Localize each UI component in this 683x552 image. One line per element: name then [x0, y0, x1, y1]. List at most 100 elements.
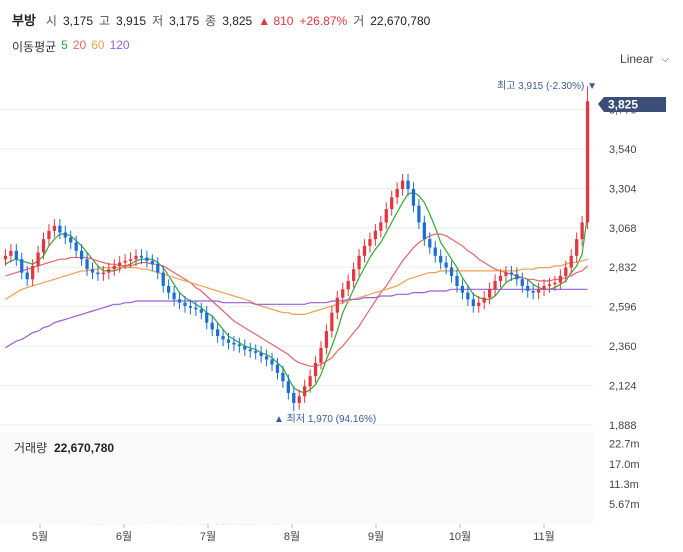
volume-bar	[264, 523, 269, 525]
candle-body	[123, 260, 127, 263]
ma-legend-label: 이동평균	[12, 40, 57, 54]
volume-bars	[3, 443, 590, 525]
volume-panel-value: 22,670,780	[54, 441, 114, 455]
volume-bar	[341, 521, 345, 524]
volume-bar	[390, 512, 394, 524]
candle-body	[297, 396, 301, 403]
volume-bar	[406, 522, 410, 524]
volume-bar	[270, 523, 274, 525]
volume-bar	[275, 523, 280, 525]
candle-body	[254, 351, 258, 353]
candle-body	[69, 237, 73, 243]
candle-body	[199, 309, 203, 313]
candle-body	[400, 180, 405, 189]
volume-bar	[379, 513, 383, 524]
open-value: 3,175	[62, 14, 93, 28]
close-value: 3,825	[222, 14, 253, 28]
volume-bar	[172, 523, 176, 525]
volume-bar	[248, 523, 252, 525]
volume-bar	[215, 523, 220, 525]
candle-body	[210, 322, 214, 330]
last-price-tag: 3,825	[598, 97, 666, 112]
candle-body	[41, 239, 46, 253]
volume-panel-bg	[0, 432, 593, 524]
volume-bar	[123, 523, 127, 525]
volume-bar	[52, 523, 57, 524]
candle-body	[520, 279, 524, 286]
candle-body	[346, 280, 350, 290]
volume-bar	[3, 518, 8, 524]
stock-name: 부방	[12, 13, 36, 28]
volume-bar	[107, 523, 111, 525]
volume-bar	[74, 523, 78, 524]
volume-bar	[400, 521, 405, 524]
volume-bar	[308, 521, 312, 524]
volume-bar	[199, 523, 203, 525]
high-label: 고	[99, 14, 111, 28]
volume-bar	[455, 522, 459, 524]
candle-body	[96, 272, 100, 275]
scale-dropdown[interactable]: Linear ⌵	[620, 52, 669, 66]
candle-body	[270, 359, 274, 365]
candle-body	[428, 239, 432, 248]
volume-bar	[330, 518, 334, 524]
y-tick-label: 3,068	[609, 223, 637, 235]
volume-bar	[134, 523, 138, 525]
y-tick-label: 2,124	[609, 381, 637, 393]
volume-bar	[580, 522, 584, 524]
candle-body	[449, 267, 454, 276]
x-tick-label: 8월	[284, 530, 300, 543]
volume-bar	[422, 518, 426, 524]
volume-bar	[85, 523, 89, 525]
candle-body	[542, 285, 546, 290]
volume-grid: 22.7m 17.0m 11.3m 5.67m	[0, 439, 640, 511]
candle-body	[558, 275, 562, 283]
candle-body	[112, 265, 116, 270]
volume-bar	[585, 443, 590, 524]
moving-average-lines	[5, 191, 589, 394]
y-tick-label: 2,596	[609, 302, 637, 314]
volume-bar	[428, 521, 432, 524]
candle-body	[384, 209, 388, 223]
volume-bar	[205, 523, 209, 525]
volume-bar	[112, 523, 116, 524]
volume-bar	[145, 523, 149, 525]
volume-bar	[482, 523, 486, 524]
candle-body	[379, 222, 383, 231]
candle-body	[324, 331, 329, 348]
candle-body	[145, 257, 149, 261]
volume-bar	[351, 516, 356, 524]
volume-bar	[449, 522, 454, 524]
volume-bar	[569, 523, 573, 524]
candle-body	[58, 225, 62, 233]
volume-bar	[14, 522, 18, 524]
volume-bar	[471, 522, 475, 524]
candle-body	[221, 336, 225, 340]
candle-body	[422, 222, 426, 240]
candle-body	[580, 222, 584, 240]
volume-bar	[20, 523, 24, 524]
volume-bar	[411, 522, 416, 524]
candle-body	[417, 205, 421, 223]
volume-bar	[232, 523, 236, 525]
volume-bar	[79, 523, 84, 524]
candle-body	[335, 297, 339, 313]
low-annotation: ▲ 최저 1,970 (94.16%)	[274, 413, 376, 425]
volume-bar	[319, 513, 323, 524]
volume-bar	[564, 521, 568, 524]
price-header: 부방 시 3,175 고 3,915 저 3,175 종 3,825 ▲ 810…	[12, 10, 430, 29]
candle-body	[341, 289, 345, 298]
volume-bar	[254, 523, 258, 525]
volume-bar	[444, 521, 448, 524]
candle-body	[237, 344, 242, 347]
candle-body	[498, 275, 503, 281]
high-value: 3,915	[116, 14, 147, 28]
candle-body	[395, 188, 399, 198]
volume-panel-label: 거래량	[14, 441, 47, 455]
candle-body	[553, 282, 557, 285]
moving-average-legend: 이동평균 5 20 60 120	[12, 38, 130, 55]
candle-body	[444, 262, 448, 268]
candle-body	[330, 312, 334, 332]
axis-ticks: 3,776 3,540 3,304 3,068 2,832 2,596 2,360 2,124…	[32, 104, 637, 543]
